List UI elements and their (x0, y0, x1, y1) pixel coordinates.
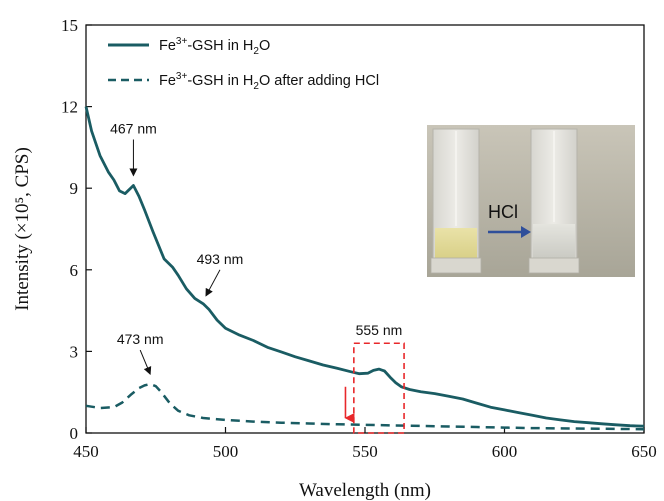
x-axis-ticks: 450 500 550 600 650 (73, 427, 657, 461)
x-tick-label: 550 (352, 442, 378, 461)
annotation-label: 493 nm (197, 251, 244, 267)
annotation-layer: 467 nm 493 nm 473 nm 555 nm (110, 120, 403, 375)
x-tick-label: 650 (631, 442, 657, 461)
annotation-label: 473 nm (117, 331, 164, 347)
y-axis-ticks: 0 3 6 9 12 15 (61, 16, 92, 443)
series-layer (84, 106, 645, 431)
annotation-label: 467 nm (110, 120, 157, 136)
highlight-box (353, 342, 405, 434)
x-tick-label: 500 (213, 442, 239, 461)
legend-label-dashed: Fe3+-GSH in H2O after adding HCl (159, 71, 379, 92)
annotation-label: 555 nm (356, 322, 403, 338)
legend: Fe3+-GSH in H2O Fe3+-GSH in H2O after ad… (108, 36, 379, 92)
y-tick-label: 12 (61, 98, 78, 117)
y-tick-label: 6 (70, 261, 79, 280)
inset-hcl-label: HCl (488, 202, 518, 222)
y-axis-title: Intensity (×10⁵, CPS) (12, 147, 33, 311)
cuvette-clear (528, 128, 580, 274)
legend-label-solid: Fe3+-GSH in H2O (159, 36, 270, 57)
series-line-after-hcl (85, 382, 645, 431)
annotation-arrow (139, 349, 152, 375)
annotation-arrow (205, 269, 221, 297)
series-line-fe-gsh (84, 106, 645, 428)
x-tick-label: 450 (73, 442, 99, 461)
cuvette-yellow (430, 128, 482, 274)
x-axis-title: Wavelength (nm) (299, 480, 431, 501)
y-tick-label: 9 (70, 179, 79, 198)
inset-photo: HCl (427, 125, 635, 277)
x-tick-label: 600 (492, 442, 518, 461)
y-tick-label: 15 (61, 16, 78, 35)
y-tick-label: 0 (70, 424, 79, 443)
inset-arrowhead (521, 226, 531, 238)
y-tick-label: 3 (70, 342, 79, 361)
